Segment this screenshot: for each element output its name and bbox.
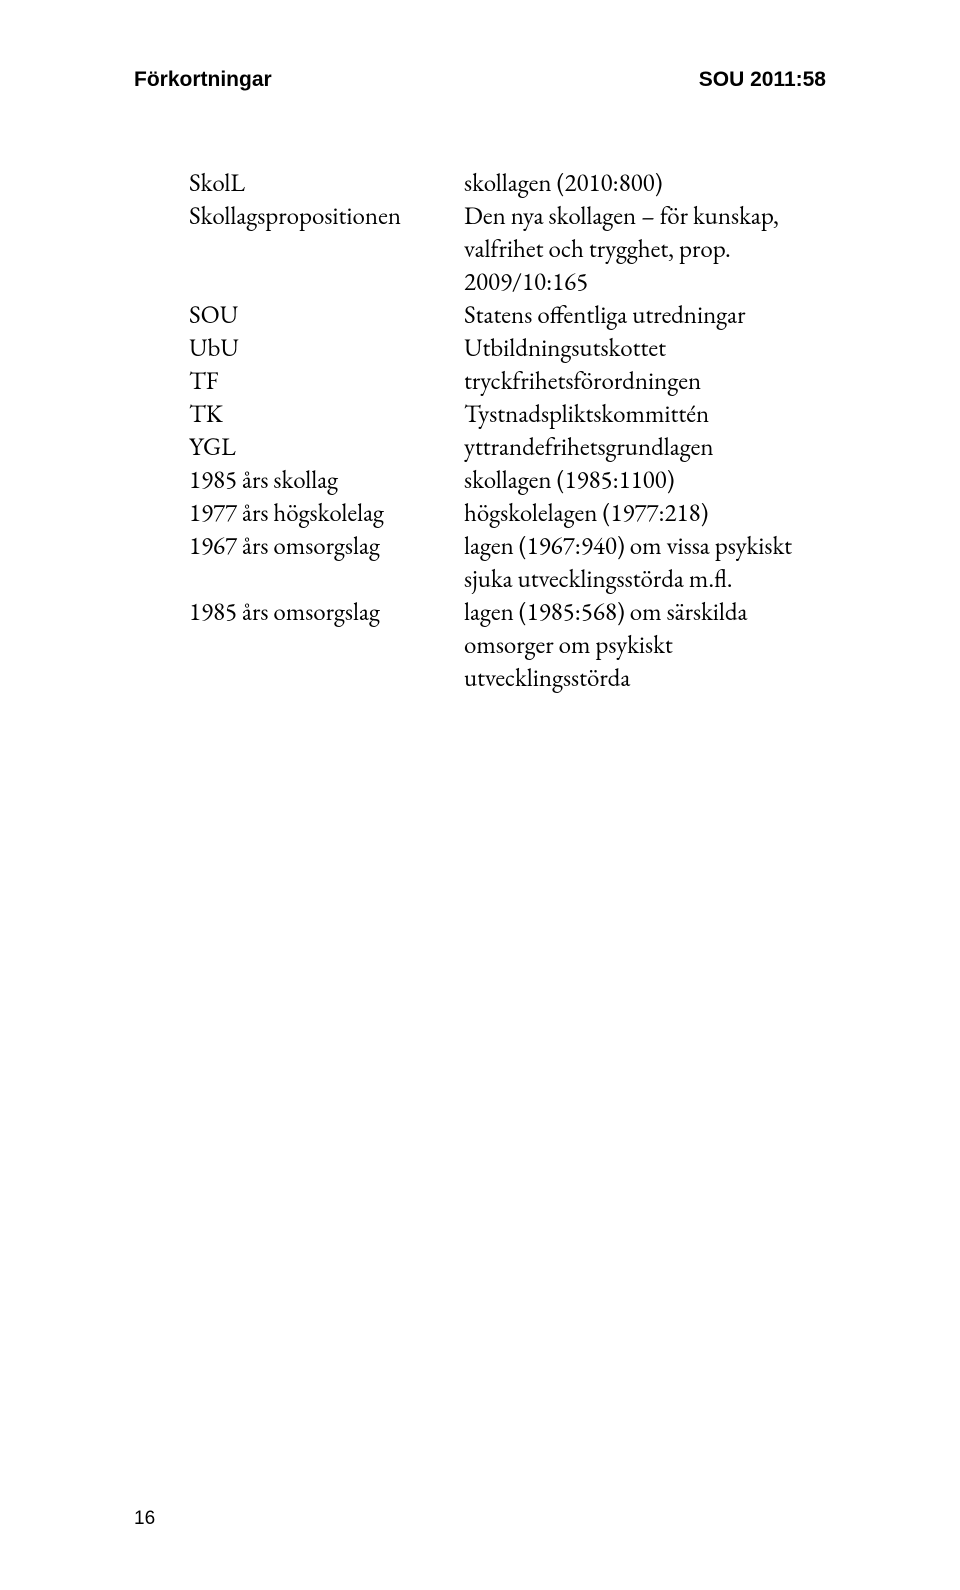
- table-row: YGL yttrandefrihetsgrundlagen: [189, 431, 826, 464]
- term: 1967 års omsorgslag: [189, 530, 464, 563]
- table-row: SOU Statens offentliga utredningar: [189, 299, 826, 332]
- term: Skollagspropositionen: [189, 200, 464, 233]
- definition: skollagen (2010:800): [464, 167, 826, 200]
- table-row: Skollagspropositionen Den nya skollagen …: [189, 200, 826, 299]
- table-row: TK Tystnadspliktskommittén: [189, 398, 826, 431]
- term: SkolL: [189, 167, 464, 200]
- page-number: 16: [134, 1508, 155, 1530]
- term: SOU: [189, 299, 464, 332]
- definition: lagen (1967:940) om vissa psykiskt sjuka…: [464, 530, 826, 596]
- abbreviation-list: SkolL skollagen (2010:800) Skollagspropo…: [189, 167, 826, 695]
- table-row: 1977 års högskolelag högskolelagen (1977…: [189, 497, 826, 530]
- definition: yttrandefrihetsgrundlagen: [464, 431, 826, 464]
- table-row: UbU Utbildningsutskottet: [189, 332, 826, 365]
- term: TK: [189, 398, 464, 431]
- term: TF: [189, 365, 464, 398]
- running-header-left: Förkortningar: [134, 68, 272, 92]
- definition: Den nya skollagen – för kunskap, valfrih…: [464, 200, 826, 299]
- definition: skollagen (1985:1100): [464, 464, 826, 497]
- table-row: SkolL skollagen (2010:800): [189, 167, 826, 200]
- definition: högskolelagen (1977:218): [464, 497, 826, 530]
- term: 1985 års skollag: [189, 464, 464, 497]
- term: YGL: [189, 431, 464, 464]
- definition: tryckfrihetsförordningen: [464, 365, 826, 398]
- definition: Tystnadspliktskommittén: [464, 398, 826, 431]
- table-row: 1985 års skollag skollagen (1985:1100): [189, 464, 826, 497]
- table-row: TF tryckfrihetsförordningen: [189, 365, 826, 398]
- definition: Statens offentliga utredningar: [464, 299, 826, 332]
- term: 1977 års högskolelag: [189, 497, 464, 530]
- running-header-right: SOU 2011:58: [699, 68, 826, 92]
- definition: Utbildningsutskottet: [464, 332, 826, 365]
- table-row: 1985 års omsorgslag lagen (1985:568) om …: [189, 596, 826, 695]
- term: 1985 års omsorgslag: [189, 596, 464, 629]
- document-page: Förkortningar SOU 2011:58 SkolL skollage…: [0, 0, 960, 1590]
- term: UbU: [189, 332, 464, 365]
- table-row: 1967 års omsorgslag lagen (1967:940) om …: [189, 530, 826, 596]
- definition: lagen (1985:568) om särskilda omsorger o…: [464, 596, 826, 695]
